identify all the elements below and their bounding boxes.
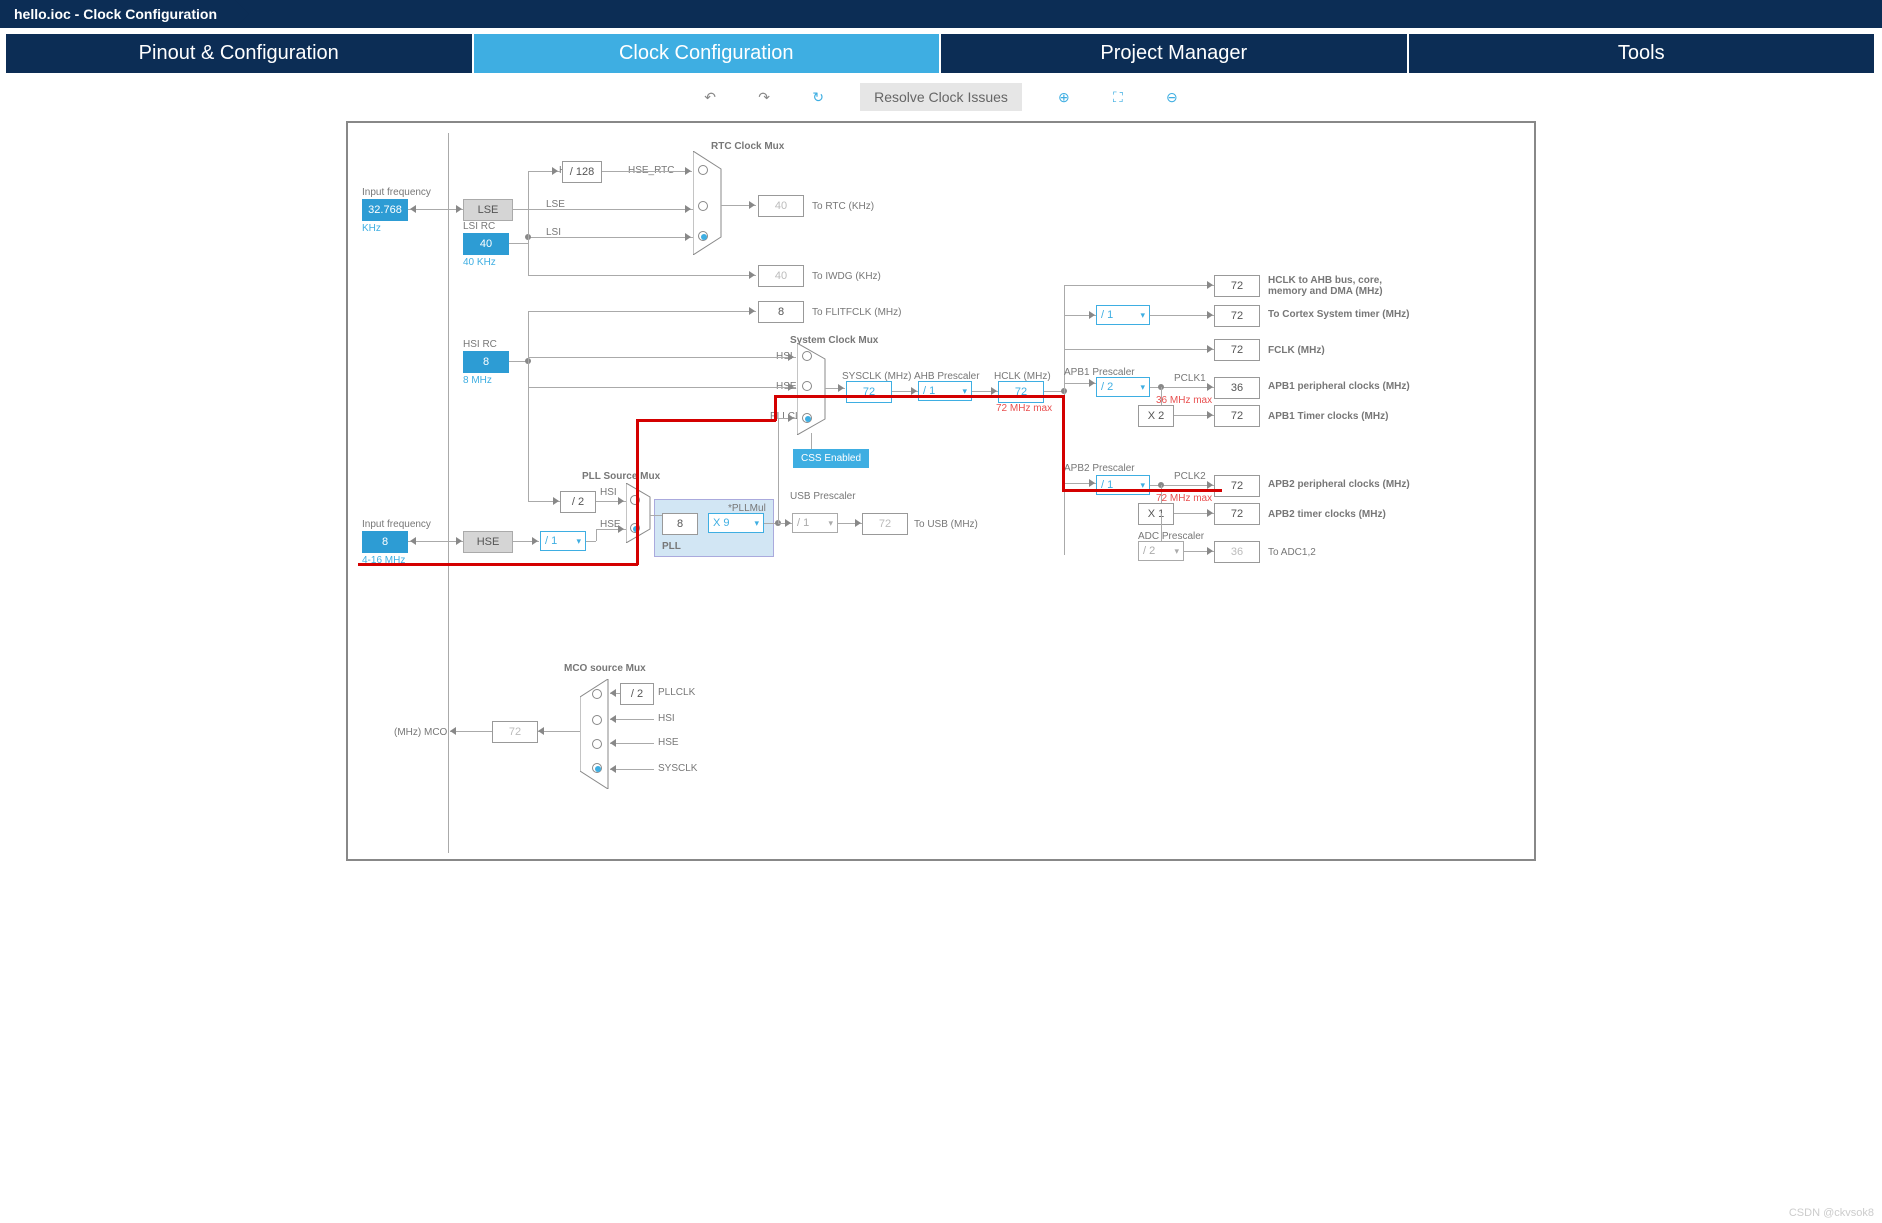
- hse-input-freq-label: Input frequency: [362, 519, 431, 530]
- css-enabled-button[interactable]: CSS Enabled: [793, 449, 869, 468]
- usb-output: 72: [862, 513, 908, 535]
- zoom-out-icon[interactable]: ⊖: [1160, 85, 1184, 109]
- hse-input[interactable]: 8: [362, 531, 408, 553]
- to-rtc-label: To RTC (KHz): [812, 201, 874, 212]
- zoom-in-icon[interactable]: ⊕: [1052, 85, 1076, 109]
- tab-bar: Pinout & Configuration Clock Configurati…: [6, 34, 1876, 73]
- rtc-mux-lse[interactable]: [698, 201, 708, 211]
- sys-mux-hsi[interactable]: [802, 351, 812, 361]
- div128: / 128: [562, 161, 602, 183]
- mco-div2: / 2: [620, 683, 654, 705]
- out-apb1t: 72: [1214, 405, 1260, 427]
- pll-label: PLL: [662, 541, 681, 552]
- tab-tools[interactable]: Tools: [1409, 34, 1877, 73]
- out-adc: 36: [1214, 541, 1260, 563]
- out-fclk: 72: [1214, 339, 1260, 361]
- redo-icon[interactable]: ↷: [752, 85, 776, 109]
- tab-project[interactable]: Project Manager: [941, 34, 1409, 73]
- mco-hsi-label: HSI: [658, 713, 675, 724]
- iwdg-output: 40: [758, 265, 804, 287]
- hse-div[interactable]: / 1▾: [540, 531, 586, 551]
- out-adc-label: To ADC1,2: [1268, 547, 1316, 558]
- out-apb1p: 36: [1214, 377, 1260, 399]
- crumb: hello.ioc - Clock Configuration: [0, 0, 235, 28]
- apb2-pre-label: APB2 Prescaler: [1064, 463, 1135, 474]
- sysclk-value[interactable]: 72: [846, 381, 892, 403]
- out-apb2p-label: APB2 peripheral clocks (MHz): [1268, 479, 1410, 490]
- out-apb2p: 72: [1214, 475, 1260, 497]
- lsi-40-label: 40 KHz: [463, 257, 496, 268]
- lse-input-freq-label: Input frequency: [362, 187, 431, 198]
- apb1-x2: X 2: [1138, 405, 1174, 427]
- to-flit-label: To FLITFCLK (MHz): [812, 307, 901, 318]
- usb-prescaler[interactable]: / 1▾: [792, 513, 838, 533]
- mco-mux-hsi[interactable]: [592, 715, 602, 725]
- mco-mux-pllclk[interactable]: [592, 689, 602, 699]
- out-hclk: 72: [1214, 275, 1260, 297]
- breadcrumb: hello.ioc - Clock Configuration: [0, 0, 1882, 28]
- apb2-prescaler[interactable]: / 1▾: [1096, 475, 1150, 495]
- cortex-div[interactable]: / 1▾: [1096, 305, 1150, 325]
- pclk2-label: PCLK2: [1174, 471, 1206, 482]
- rtc-mux-lsi[interactable]: [698, 231, 708, 241]
- tab-clock[interactable]: Clock Configuration: [474, 34, 942, 73]
- mco-mux-label: MCO source Mux: [564, 663, 646, 674]
- hsi-div2: / 2: [560, 491, 596, 513]
- lse-block: LSE: [463, 199, 513, 221]
- hclk-value[interactable]: 72: [998, 381, 1044, 403]
- out-apb2t: 72: [1214, 503, 1260, 525]
- mco-sysclk-label: SYSCLK: [658, 763, 697, 774]
- rtc-mux-hse[interactable]: [698, 165, 708, 175]
- tab-pinout[interactable]: Pinout & Configuration: [6, 34, 474, 73]
- rtc-output: 40: [758, 195, 804, 217]
- pll-in: 8: [662, 513, 698, 535]
- watermark: CSDN @ckvsok8: [1789, 1207, 1874, 1219]
- fit-icon[interactable]: ⛶: [1106, 85, 1130, 109]
- pll-mul[interactable]: X 9▾: [708, 513, 764, 533]
- toolbar: ↶ ↷ ↻ Resolve Clock Issues ⊕ ⛶ ⊖: [0, 73, 1882, 121]
- lsi-rc-label: LSI RC: [463, 221, 495, 232]
- out-apb1t-label: APB1 Timer clocks (MHz): [1268, 411, 1388, 422]
- apb2-x1: X 1: [1138, 503, 1174, 525]
- pclk1-label: PCLK1: [1174, 373, 1206, 384]
- hsi-8-label: 8 MHz: [463, 375, 492, 386]
- mco-pllclk-label: PLLCLK: [658, 687, 695, 698]
- mhz-mco-label: (MHz) MCO: [394, 727, 447, 738]
- usb-pre-label: USB Prescaler: [790, 491, 856, 502]
- apb1-prescaler[interactable]: / 2▾: [1096, 377, 1150, 397]
- to-usb-label: To USB (MHz): [914, 519, 978, 530]
- adc-prescaler[interactable]: / 2▾: [1138, 541, 1184, 561]
- out-cortex: 72: [1214, 305, 1260, 327]
- mco-mux-sysclk[interactable]: [592, 763, 602, 773]
- hsi-block: 8: [463, 351, 509, 373]
- out-cortex-label: To Cortex System timer (MHz): [1268, 309, 1410, 320]
- out-apb1p-label: APB1 peripheral clocks (MHz): [1268, 381, 1410, 392]
- sys-mux-pllclk[interactable]: [802, 413, 812, 423]
- hsi-rc-label: HSI RC: [463, 339, 497, 350]
- lsi-block: 40: [463, 233, 509, 255]
- mco-mux-hse[interactable]: [592, 739, 602, 749]
- undo-icon[interactable]: ↶: [698, 85, 722, 109]
- ahb-prescaler[interactable]: / 1▾: [918, 381, 972, 401]
- sys-mux-hse[interactable]: [802, 381, 812, 391]
- hse-block: HSE: [463, 531, 513, 553]
- refresh-icon[interactable]: ↻: [806, 85, 830, 109]
- out-apb2t-label: APB2 timer clocks (MHz): [1268, 509, 1386, 520]
- pll-hsi-label: HSI: [600, 487, 617, 498]
- lse-input[interactable]: 32.768: [362, 199, 408, 221]
- mco-output: 72: [492, 721, 538, 743]
- mco-hse-label: HSE: [658, 737, 679, 748]
- pll-src-label: PLL Source Mux: [582, 471, 660, 482]
- clock-diagram: RTC Clock Mux Input frequency 32.768 KHz…: [346, 121, 1536, 861]
- to-iwdg-label: To IWDG (KHz): [812, 271, 881, 282]
- flit-output: 8: [758, 301, 804, 323]
- lse-khz-label: KHz: [362, 223, 381, 234]
- resolve-button[interactable]: Resolve Clock Issues: [860, 83, 1022, 111]
- out-fclk-label: FCLK (MHz): [1268, 345, 1325, 356]
- hclk-max: 72 MHz max: [996, 403, 1052, 414]
- out-hclk-label: HCLK to AHB bus, core, memory and DMA (M…: [1268, 275, 1408, 297]
